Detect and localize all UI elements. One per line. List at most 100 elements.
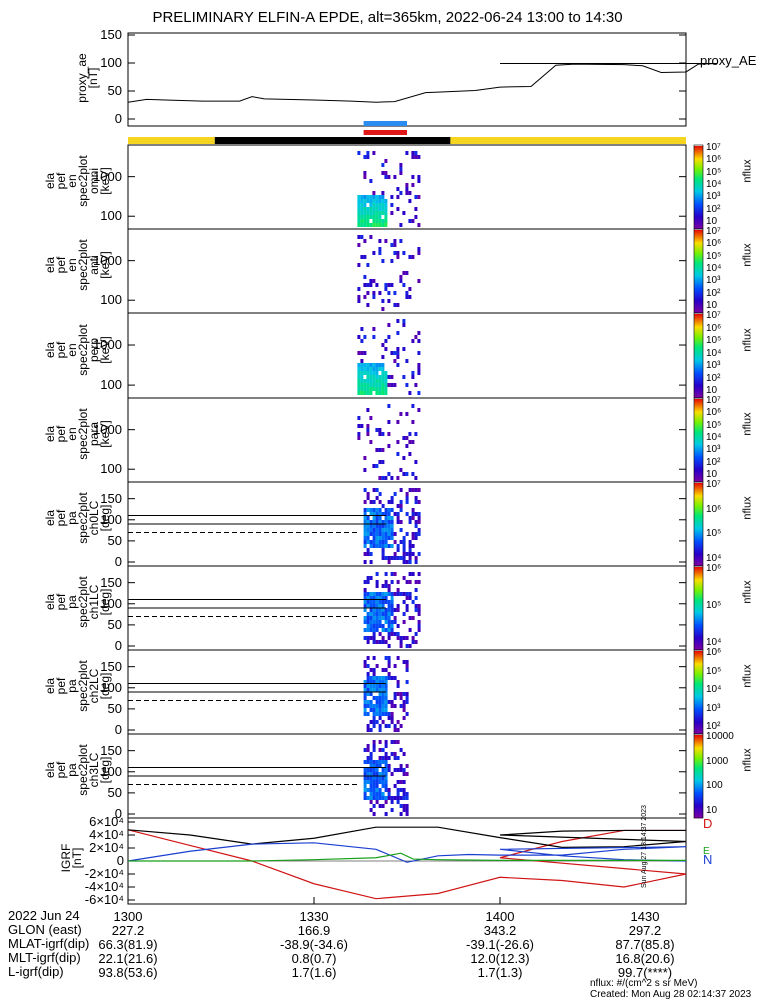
colorbar-segment <box>694 298 703 300</box>
colorbar-segment <box>694 750 703 752</box>
spectrogram-cell <box>372 524 376 528</box>
spectrogram-cell <box>384 608 388 612</box>
footer-value: -39.1(-26.6) <box>466 937 534 952</box>
spectrogram-cell <box>387 612 391 616</box>
colorbar-segment <box>694 636 703 638</box>
spectrogram-cell <box>393 740 397 744</box>
colorbar-segment <box>694 277 703 279</box>
spectrogram-cell <box>381 624 385 628</box>
spectrogram-cell <box>405 764 409 768</box>
spectrogram-cell <box>372 640 376 644</box>
spectrogram-cell <box>402 636 406 640</box>
colorbar-segment <box>694 355 703 357</box>
spectrogram-cell <box>399 636 403 640</box>
spectrogram-cell <box>381 195 385 199</box>
colorbar-segment <box>694 187 703 189</box>
colorbar-segment <box>694 424 703 426</box>
spectrogram-cell <box>390 700 394 704</box>
spectrogram-cell <box>378 796 382 800</box>
spectrogram-cell <box>381 640 385 644</box>
colorbar-segment <box>694 309 703 311</box>
spectrogram-cell <box>399 167 403 171</box>
colorbar-segment <box>694 619 703 621</box>
spectrogram-cell <box>375 544 379 548</box>
colorbar-segment <box>694 675 703 677</box>
colorbar-segment <box>694 778 703 780</box>
spectrogram-cell <box>363 363 367 367</box>
spectrogram-cell <box>387 616 391 620</box>
spectrogram-cell <box>378 476 382 480</box>
colorbar-segment <box>694 392 703 394</box>
spectrogram-cell <box>363 391 367 395</box>
colorbar-segment <box>694 770 703 772</box>
spectrogram-cell <box>372 792 376 796</box>
spectrogram-cell <box>366 552 370 556</box>
colorbar-segment <box>694 618 703 620</box>
spectrogram-cell <box>414 460 418 464</box>
spectrogram-cell <box>375 375 379 379</box>
colorbar-segment <box>694 562 703 564</box>
colorbar-segment <box>694 305 703 307</box>
spectrogram-cell <box>384 668 388 672</box>
spectrogram-cell <box>378 604 382 608</box>
spectrogram-cell <box>384 207 388 211</box>
spectrogram-cell <box>417 520 421 524</box>
spectrogram-cell <box>381 532 385 536</box>
spectrogram-cell <box>387 588 391 592</box>
spectrogram-cell <box>360 203 364 207</box>
y-tick-label: 0 <box>114 806 122 821</box>
spectrogram-cell <box>414 520 418 524</box>
spectrogram-cell <box>363 199 367 203</box>
spectrogram-cell <box>390 704 394 708</box>
spectrogram-cell <box>402 548 406 552</box>
colorbar-segment <box>694 649 703 651</box>
spectrogram-cell <box>405 696 409 700</box>
spectrogram-cell <box>396 187 400 191</box>
colorbar-segment <box>694 356 703 358</box>
spectrogram-cell <box>399 696 403 700</box>
spectrogram-cell <box>408 628 412 632</box>
spectrogram-cell <box>363 604 367 608</box>
colorbar-segment <box>694 300 703 302</box>
colorbar-segment <box>694 713 703 715</box>
spectrogram-cell <box>381 772 385 776</box>
spectrogram-cell <box>357 223 361 227</box>
spectrogram-cell <box>363 696 367 700</box>
spectrogram-cell <box>399 223 403 227</box>
spectrogram-cell <box>402 768 406 772</box>
spectrogram-cell <box>360 235 364 239</box>
colorbar-segment <box>694 717 703 719</box>
colorbar-segment <box>694 479 703 481</box>
spectrogram-cell <box>378 211 382 215</box>
colorbar-segment <box>694 560 703 562</box>
spectrogram-cell <box>387 556 391 560</box>
colorbar-segment <box>694 808 703 810</box>
spectrogram-cell <box>375 720 379 724</box>
spectrogram-cell <box>417 175 421 179</box>
spectrogram-cell <box>384 696 388 700</box>
spectrogram-cell <box>390 580 394 584</box>
spectrogram-cell <box>366 688 370 692</box>
spectrogram-cell <box>402 556 406 560</box>
spectrogram-cell <box>369 179 373 183</box>
colorbar-segment <box>694 730 703 732</box>
colorbar-segment <box>694 201 703 203</box>
colorbar-segment <box>694 261 703 263</box>
spectrogram-cell <box>378 708 382 712</box>
spectrogram-cell <box>405 412 409 416</box>
spectrogram-cell <box>357 215 361 219</box>
colorbar-tick-label: 10³ <box>706 702 721 714</box>
spectrogram-cell <box>402 752 406 756</box>
spectrogram-cell <box>378 203 382 207</box>
spectrogram-cell <box>369 383 373 387</box>
igrf-line <box>127 826 687 848</box>
colorbar-segment <box>694 786 703 788</box>
spectrogram-cell <box>375 524 379 528</box>
colorbar-segment <box>694 171 703 173</box>
spectrogram-cell <box>405 664 409 668</box>
spectrogram-cell <box>390 351 394 355</box>
footer-value: 1330 <box>299 909 329 924</box>
spectrogram-cell <box>384 524 388 528</box>
spectrogram-cell <box>417 155 421 159</box>
colorbar-segment <box>694 210 703 212</box>
